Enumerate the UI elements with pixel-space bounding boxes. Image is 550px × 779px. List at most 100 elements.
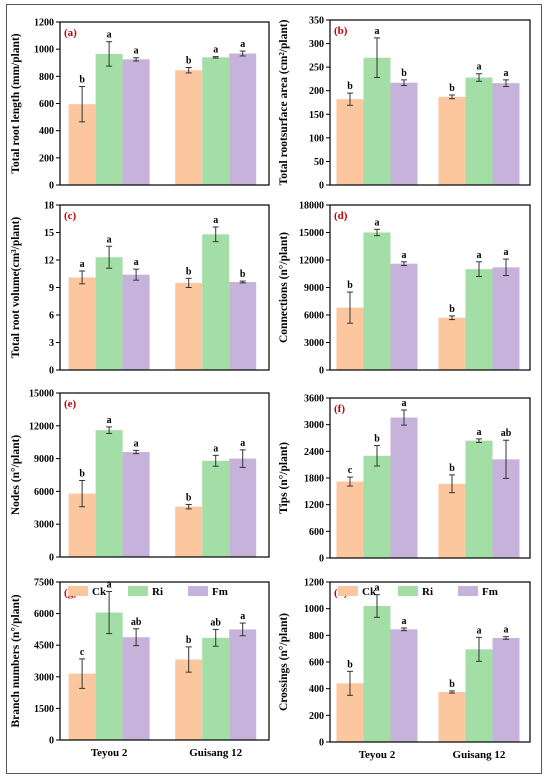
y-tick-label: 800 xyxy=(39,72,54,83)
legend-swatch-Ck xyxy=(338,586,358,596)
significance-letter: a xyxy=(213,45,218,56)
plot-frame xyxy=(59,204,270,371)
significance-letter: a xyxy=(504,247,509,258)
y-tick-label: 4500 xyxy=(34,641,54,652)
bar-Ri-1 xyxy=(202,637,230,740)
y-tick-label: 0 xyxy=(49,366,54,377)
figure-frame xyxy=(6,4,542,774)
panel-label: (a) xyxy=(64,27,77,39)
y-tick-label: 2400 xyxy=(304,447,324,458)
significance-letter: b xyxy=(186,493,192,504)
legend-swatch-Fm xyxy=(458,586,478,596)
y-tick-label: 3000 xyxy=(34,672,54,683)
bar-Ri-1 xyxy=(202,460,230,557)
bar-Fm-0 xyxy=(122,59,150,185)
panel-label: (c) xyxy=(64,210,77,222)
y-axis-title: Connections (n°/plant) xyxy=(278,232,290,343)
significance-letter: b xyxy=(79,468,85,479)
plot-frame xyxy=(59,21,270,186)
significance-letter: a xyxy=(240,438,245,449)
bar-Fm-1 xyxy=(492,83,520,185)
y-tick-label: 12000 xyxy=(29,421,54,432)
panel-f: 0 600 1200 1800 2400 3000 3600 c b b a a ab (f) Tips (… xyxy=(278,394,531,565)
bar-Ri-0 xyxy=(363,232,391,370)
y-tick-label: 200 xyxy=(309,86,324,97)
bar-Ck-1 xyxy=(175,70,203,185)
y-tick-label: 400 xyxy=(309,684,324,695)
y-axis-title: Crossings (n°/plant) xyxy=(278,613,290,711)
significance-letter: a xyxy=(134,257,139,268)
significance-letter: b xyxy=(240,269,246,280)
y-tick-label: 250 xyxy=(309,63,324,74)
panel-c: 0 3 6 9 12 15 18 a b a a a b (c) Total root volume(cm³… xyxy=(10,201,270,377)
legend-swatch-Ck xyxy=(68,586,88,596)
y-tick-label: 6000 xyxy=(34,609,54,620)
significance-letter: ab xyxy=(131,617,142,628)
y-tick-label: 3000 xyxy=(304,420,324,431)
significance-letter: a xyxy=(107,30,112,41)
y-tick-label: 800 xyxy=(309,631,324,642)
y-tick-label: 15000 xyxy=(299,228,324,239)
bar-Ri-1 xyxy=(465,269,493,370)
legend-label-Ri: Ri xyxy=(152,586,163,598)
legend-swatch-Ri xyxy=(128,586,148,596)
significance-letter: b xyxy=(449,679,455,690)
significance-letter: a xyxy=(240,611,245,622)
y-tick-label: 6000 xyxy=(34,487,54,498)
plot-frame xyxy=(59,392,270,558)
y-axis-title: Total root length (mm/plant) xyxy=(10,33,22,173)
y-tick-label: 12000 xyxy=(299,256,324,267)
y-tick-label: 200 xyxy=(39,153,54,164)
plot-frame xyxy=(329,204,531,371)
significance-letter: a xyxy=(402,250,407,261)
panel-b: 0 50 100 150 200 250 300 350 b b a a b a (b) Total root… xyxy=(278,16,531,192)
significance-letter: a xyxy=(375,217,380,228)
legend-label-Ri: Ri xyxy=(422,586,433,598)
panel-a: 0 200 400 600 800 1000 1200 b b a a a a (a) Total root… xyxy=(10,18,270,192)
bar-Ck-1 xyxy=(438,692,466,742)
panel-label: (e) xyxy=(64,398,77,410)
y-axis-title: Branch numbers (n°/plant) xyxy=(10,594,22,727)
y-tick-label: 1200 xyxy=(34,18,54,29)
bar-Fm-1 xyxy=(229,458,257,557)
category-label: Teyou 2 xyxy=(91,747,128,759)
significance-letter: b xyxy=(374,434,380,445)
panel-e: 0 3000 6000 9000 12000 15000 b b a a a a (e) Nodes (n… xyxy=(10,389,270,564)
significance-letter: a xyxy=(213,443,218,454)
y-tick-label: 1200 xyxy=(304,578,324,589)
bar-Ri-0 xyxy=(363,57,391,185)
bar-Ck-1 xyxy=(438,317,466,370)
category-label: Guisang 12 xyxy=(189,747,242,759)
significance-letter: b xyxy=(449,83,455,94)
y-tick-label: 400 xyxy=(39,126,54,137)
y-axis-title: Total root volume(cm³/plant) xyxy=(10,217,22,359)
bar-Fm-0 xyxy=(390,417,418,558)
y-tick-label: 0 xyxy=(49,553,54,564)
significance-letter: a xyxy=(240,39,245,50)
y-tick-label: 50 xyxy=(314,157,324,168)
significance-letter: b xyxy=(347,81,353,92)
y-axis-title: Total rootsurface area (cm²/plant) xyxy=(278,19,290,185)
significance-letter: a xyxy=(477,62,482,73)
y-tick-label: 6 xyxy=(49,311,54,322)
y-tick-label: 1500 xyxy=(34,704,54,715)
plot-frame xyxy=(59,581,270,741)
plot-frame xyxy=(329,397,531,559)
y-tick-label: 100 xyxy=(309,133,324,144)
y-tick-label: 150 xyxy=(309,110,324,121)
bar-Fm-0 xyxy=(122,452,150,557)
y-tick-label: 12 xyxy=(44,256,54,267)
legend: Ck Ri Fm xyxy=(338,586,498,598)
significance-letter: a xyxy=(107,415,112,426)
y-tick-label: 0 xyxy=(319,366,324,377)
legend-label-Fm: Fm xyxy=(482,586,498,598)
bar-Ri-0 xyxy=(95,53,123,185)
bar-Ri-1 xyxy=(202,234,230,370)
panel-label: (b) xyxy=(334,25,348,37)
bar-Ri-1 xyxy=(465,649,493,742)
bar-Ri-1 xyxy=(202,57,230,185)
bar-Ri-0 xyxy=(363,455,391,558)
significance-letter: c xyxy=(80,647,85,658)
